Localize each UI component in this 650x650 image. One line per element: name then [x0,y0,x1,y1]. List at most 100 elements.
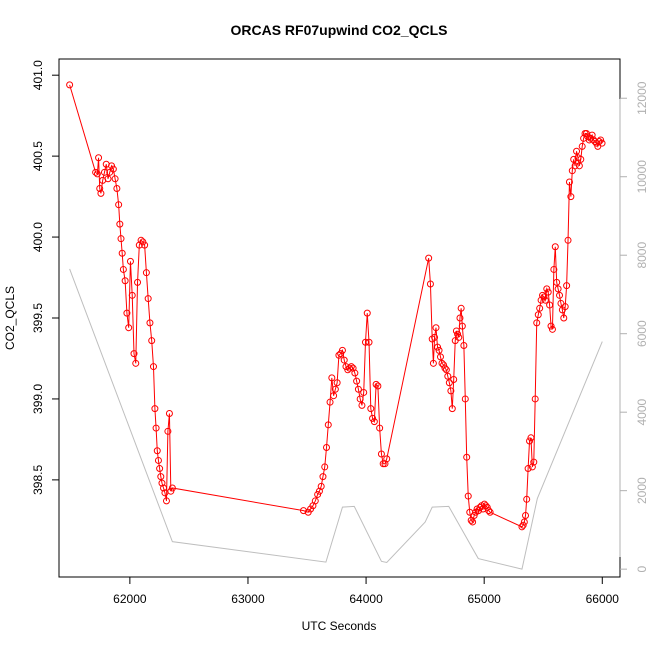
co2-point [111,175,119,183]
co2-point [141,241,149,249]
co2-point [536,304,544,312]
co2-point [540,293,548,301]
co2-point [340,356,348,364]
co2-point [335,351,343,359]
co2-point [442,366,450,374]
co2-point [551,243,559,251]
co2-point [158,479,166,487]
x-axis: 62000 63000 64000 65000 66000 [113,576,620,606]
co2-point [92,168,100,176]
co2-point [376,424,384,432]
co2-point [435,346,443,354]
co2-point [370,418,378,426]
co2-point [485,507,493,515]
co2-point [164,427,172,435]
co2-point [447,387,455,395]
y-tick-label: 400.5 [31,141,45,171]
co2-point [363,309,371,317]
co2-point [148,337,156,345]
co2-point [130,350,138,358]
co2-point [519,521,527,529]
co2-point [452,327,460,335]
x-tick-label: 62000 [113,592,147,606]
co2-point [432,324,440,332]
co2-point [444,372,452,380]
co2-point [475,507,483,515]
co2-point [328,374,336,382]
co2-point [588,131,596,139]
co2-point [450,376,458,384]
co2-point [372,380,380,388]
co2-point [454,330,462,338]
co2-point [338,346,346,354]
co2-point [570,155,578,163]
co2-point [425,254,433,262]
co2-point [547,322,555,330]
co2-point [160,484,168,492]
co2-point [109,165,117,173]
x-tick-label: 66000 [586,592,620,606]
y-tick-label: 398.5 [31,465,45,495]
co2-point [151,405,159,413]
co2-point [461,395,469,403]
co2-point [115,201,123,209]
co2-point [553,278,561,286]
co2-point [541,296,549,304]
co2-point [351,369,359,377]
co2-point [470,511,478,519]
co2-point [167,487,175,495]
y2-tick-label: 8000 [635,242,649,269]
co2-point [544,288,552,296]
co2-point [597,136,605,144]
co2-point [97,189,105,197]
co2-point [377,450,385,458]
y2-tick-label: 2000 [635,477,649,504]
co2-point [445,379,453,387]
co2-point [153,447,161,455]
co2-point [121,277,129,285]
y2-tick-label: 12000 [635,81,649,115]
co2-point [556,291,564,299]
co2-point [577,155,585,163]
y2-tick-label: 10000 [635,160,649,194]
co2-point [353,377,361,385]
co2-point [349,364,357,372]
y-axis-left: 398.5 399.0 399.5 400.0 400.5 401.0 [31,60,60,506]
co2-point [116,220,124,228]
co2-point [575,162,583,170]
co2-point [333,379,341,387]
co2-point [560,314,568,322]
co2-point [96,185,104,192]
co2-point [299,507,307,515]
co2-point [464,492,472,500]
co2-point [528,463,536,471]
co2-point [527,434,535,442]
co2-point [361,338,369,346]
co2-point [144,295,152,303]
chart-title: ORCAS RF07upwind CO2_QCLS [230,22,447,38]
co2-point [354,385,362,393]
co2-point [548,325,556,333]
co2-point [154,456,162,464]
x-tick-label: 63000 [231,592,265,606]
co2-point [546,301,554,309]
co2-point [66,81,74,89]
co2-point [100,168,108,176]
x-tick-label: 64000 [349,592,383,606]
y-axis-right: 0 2000 4000 6000 8000 10000 12000 [619,81,649,572]
co2-point [149,363,157,371]
co2-point [456,314,464,322]
y-tick-label: 399.0 [31,384,45,414]
y2-tick-label: 4000 [635,399,649,426]
co2-point [132,359,140,367]
co2-point [530,458,538,466]
altitude-line [69,268,603,570]
co2-point [128,291,136,299]
co2-point [93,170,101,178]
co2-point [118,249,126,257]
co2-point [360,388,368,396]
co2-point [455,333,463,341]
co2-point [543,285,551,293]
co2-point [323,444,331,451]
